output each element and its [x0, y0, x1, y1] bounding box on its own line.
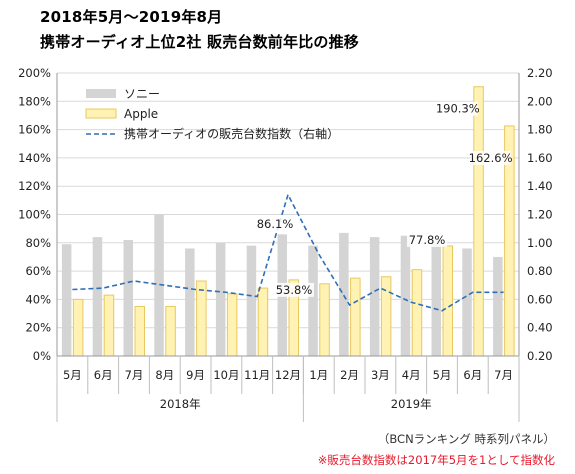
- x-tick-label: 2月: [340, 368, 359, 382]
- x-tick-label: 7月: [125, 368, 144, 382]
- x-tick-label: 6月: [463, 368, 482, 382]
- x-tick-label: 12月: [275, 368, 301, 382]
- data-label-bg: [437, 101, 478, 116]
- bar-sony: [154, 214, 164, 356]
- data-label-bg: [470, 150, 511, 165]
- y-left-tick-label: 20%: [25, 321, 51, 335]
- y-right-tick-label: 0.80: [527, 264, 553, 278]
- legend-label-index: 携帯オーディオの販売台数指数（右軸）: [124, 126, 339, 141]
- bar-sony: [246, 245, 257, 356]
- y-left-tick-label: 140%: [18, 151, 51, 165]
- bar-sony: [61, 244, 72, 356]
- x-tick-label: 5月: [63, 368, 82, 382]
- year-group-label: 2019年: [391, 397, 432, 411]
- bar-sony: [462, 248, 472, 356]
- bar-apple: [319, 283, 330, 357]
- data-label-bg: [407, 232, 447, 247]
- y-right-tick-label: 2.00: [527, 94, 553, 108]
- data-label: 77.8%: [409, 233, 446, 247]
- chart-title-period: 2018年5月～2019年8月: [40, 8, 223, 26]
- legend-label-sony: ソニー: [124, 87, 160, 101]
- bar-apple: [411, 269, 423, 357]
- legend-label-apple: Apple: [124, 107, 158, 121]
- data-label-bg: [255, 217, 295, 232]
- bar-apple: [226, 293, 238, 357]
- y-right-tick-label: 0.60: [527, 292, 553, 306]
- legend-swatch-sony: [86, 89, 116, 98]
- line-index-series: [72, 192, 504, 312]
- chart-title: 携帯オーディオ上位2社 販売台数前年比の推移: [40, 33, 360, 51]
- x-tick-label: 8月: [155, 368, 174, 382]
- y-left-tick-label: 80%: [25, 236, 51, 250]
- x-tick-label: 5月: [433, 368, 452, 382]
- data-label-bg: [274, 282, 314, 297]
- y-left-tick-label: 100%: [18, 208, 51, 222]
- y-left-tick-label: 180%: [18, 94, 51, 108]
- y-left-tick-label: 160%: [18, 123, 51, 137]
- y-right-tick-label: 1.60: [527, 151, 553, 165]
- bar-sony: [493, 256, 503, 356]
- source-note: （BCNランキング 時系列パネル）: [377, 432, 555, 446]
- bar-apple: [350, 277, 361, 357]
- data-label: 53.8%: [276, 283, 313, 297]
- y-right-tick-label: 0.20: [527, 349, 553, 363]
- x-tick-label: 7月: [494, 368, 513, 382]
- bar-apple: [72, 298, 84, 357]
- bar-apple: [103, 294, 115, 357]
- x-tick-label: 6月: [94, 368, 113, 382]
- bar-sony: [185, 248, 195, 356]
- y-left-tick-label: 40%: [25, 292, 51, 306]
- x-tick-label: 3月: [371, 368, 390, 382]
- x-tick-label: 4月: [402, 368, 421, 382]
- data-label: 162.6%: [469, 151, 513, 165]
- bar-sony: [400, 235, 411, 356]
- y-right-tick-label: 2.20: [527, 66, 553, 80]
- bar-sony: [308, 245, 318, 356]
- bar-apple: [442, 245, 453, 357]
- y-left-tick-label: 120%: [18, 179, 51, 193]
- bar-apple: [473, 86, 484, 357]
- bar-apple: [134, 305, 145, 357]
- bar-sony: [215, 242, 226, 356]
- footnote: ※販売台数指数は2017年5月を1として指数化: [317, 453, 555, 467]
- bar-apple: [196, 280, 207, 357]
- y-left-tick-label: 60%: [25, 264, 51, 278]
- y-right-tick-label: 1.20: [527, 208, 553, 222]
- y-left-tick-label: 200%: [18, 66, 51, 80]
- bar-apple: [165, 305, 176, 357]
- y-right-tick-label: 1.80: [527, 123, 553, 137]
- legend-swatch-apple: [85, 108, 117, 119]
- y-right-tick-label: 1.00: [527, 236, 553, 250]
- year-group-label: 2018年: [160, 397, 201, 411]
- bar-sony: [123, 239, 133, 356]
- data-label: 86.1%: [257, 217, 294, 231]
- x-tick-label: 1月: [309, 368, 328, 382]
- x-tick-label: 9月: [186, 368, 205, 382]
- y-left-tick-label: 0%: [33, 349, 51, 363]
- y-right-tick-label: 1.40: [527, 179, 553, 193]
- y-right-tick-label: 0.40: [527, 321, 553, 335]
- x-tick-label: 11月: [244, 368, 270, 382]
- bar-apple: [257, 287, 269, 357]
- data-label: 190.3%: [436, 102, 480, 116]
- bar-sony: [339, 232, 349, 356]
- bar-sony: [369, 237, 380, 356]
- bar-sony: [92, 237, 103, 356]
- x-tick-label: 10月: [213, 368, 239, 382]
- bar-sony: [431, 239, 441, 356]
